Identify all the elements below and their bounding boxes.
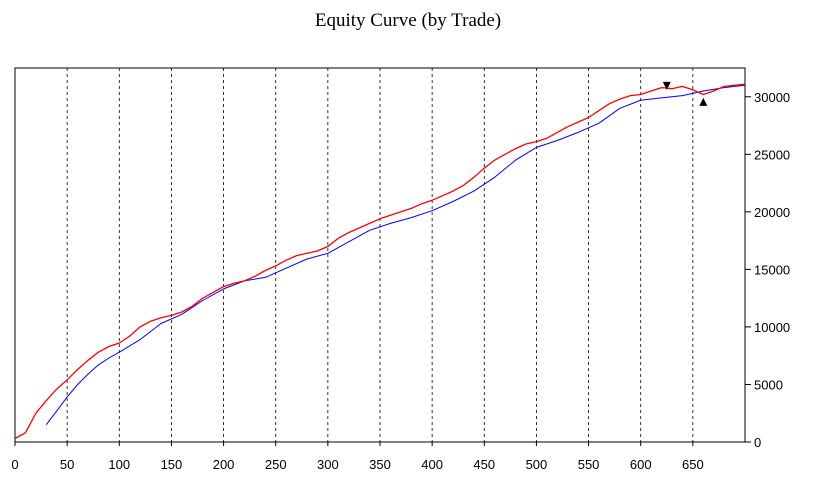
x-tick-label: 400 [421,457,443,472]
average-line [45,84,746,426]
y-tick-label: 30000 [754,90,790,105]
y-axis: 0 5000 10000 15000 20000 25000 30000 [745,90,790,450]
chart-title: Equity Curve (by Trade) [314,10,502,31]
x-tick-label: 0 [11,457,18,472]
x-tick-label: 300 [317,457,339,472]
x-tick-label: 150 [161,457,183,472]
trade-markers [662,81,708,106]
y-tick-label: 25000 [754,147,790,162]
up-triangle-marker [699,97,708,106]
y-tick-label: 15000 [754,262,790,277]
y-tick-label: 0 [754,435,761,450]
x-tick-label: 500 [526,457,548,472]
x-axis: 0 50 100 150 200 250 300 350 400 450 500 550 600 650 [11,442,704,472]
equity-line [14,83,746,440]
y-tick-label: 20000 [754,205,790,220]
series-layer [14,83,746,440]
x-tick-label: 450 [473,457,495,472]
y-tick-label: 10000 [754,320,790,335]
x-tick-label: 100 [108,457,130,472]
down-triangle-marker [662,81,671,90]
grid-lines [66,68,694,442]
x-tick-label: 350 [369,457,391,472]
x-tick-label: 50 [60,457,74,472]
x-tick-label: 200 [213,457,235,472]
x-tick-label: 600 [630,457,652,472]
x-tick-label: 250 [265,457,287,472]
x-tick-label: 650 [682,457,704,472]
x-tick-label: 550 [578,457,600,472]
y-tick-label: 5000 [754,377,783,392]
